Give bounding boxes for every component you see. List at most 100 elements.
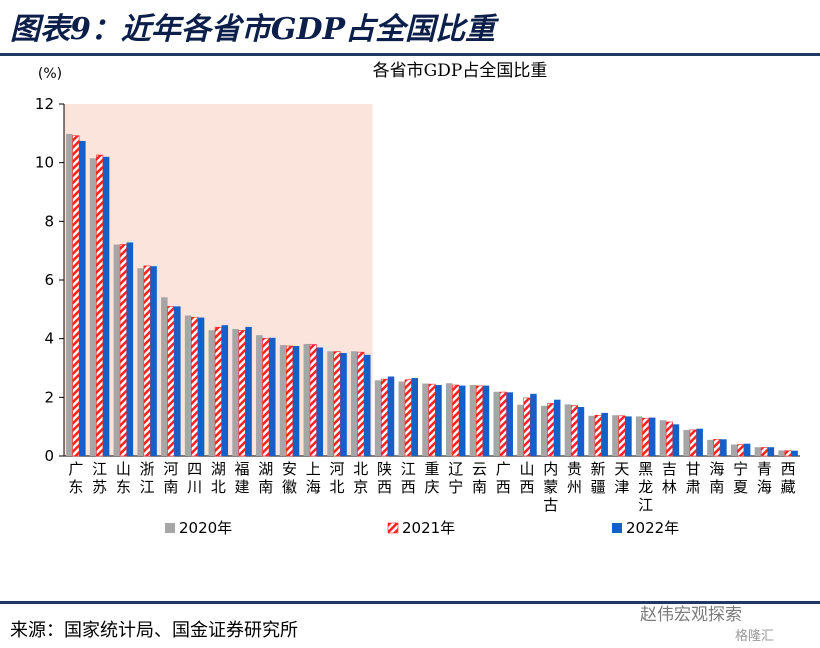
bar-2020年-江西 <box>398 381 406 456</box>
bar-2020年-浙江 <box>137 268 144 456</box>
bar-2021年-西藏 <box>784 450 792 457</box>
bar-2021年-海南 <box>713 438 721 457</box>
bar-2022年-云南 <box>482 385 490 456</box>
bar-2020年-天津 <box>612 415 619 456</box>
y-tick-label: 8 <box>44 212 54 230</box>
bar-2021年-江苏 <box>96 154 104 457</box>
x-tick-label: 宁夏 <box>733 460 748 496</box>
bar-2020年-海南 <box>707 439 714 456</box>
bar-2022年-湖北 <box>221 325 229 456</box>
bar-2020年-云南 <box>469 385 477 456</box>
bar-2020年-福建 <box>232 328 239 456</box>
bar-2021年-福建 <box>238 330 246 457</box>
bar-2021年-北京 <box>357 351 365 457</box>
bar-2021年-山西 <box>523 397 531 457</box>
bar-2022年-河南 <box>174 306 181 456</box>
x-tick-label: 青海 <box>757 460 772 496</box>
bar-2020年-山东 <box>113 244 121 456</box>
x-tick-label: 福建 <box>235 460 250 496</box>
bar-2021年-陕西 <box>380 378 389 457</box>
bar-2021年-江西 <box>404 379 412 457</box>
bar-2021年-湖北 <box>214 326 222 457</box>
bar-2020年-湖北 <box>208 330 216 456</box>
x-tick-label: 河南 <box>163 460 178 496</box>
legend-label-2020年: 2020年 <box>179 519 232 537</box>
bar-2021年-内蒙古 <box>547 403 555 457</box>
bar-2022年-海南 <box>720 439 727 456</box>
legend-swatch-2020年 <box>165 523 175 533</box>
x-tick-label: 河北 <box>330 460 345 496</box>
bar-2022年-江苏 <box>102 156 110 457</box>
bar-2021年-四川 <box>191 316 199 457</box>
bar-2022年-西藏 <box>791 450 798 456</box>
y-axis-unit: (%) <box>38 66 62 82</box>
bar-2022年-山西 <box>530 393 537 456</box>
y-tick-label: 10 <box>35 154 54 172</box>
bar-2020年-重庆 <box>422 383 429 456</box>
bar-2020年-北京 <box>351 351 358 456</box>
bar-2020年-贵州 <box>564 404 572 456</box>
bar-2020年-辽宁 <box>445 383 453 456</box>
bar-2022年-甘肃 <box>696 428 703 456</box>
bottom-divider <box>0 601 820 604</box>
bar-2021年-浙江 <box>143 265 151 457</box>
bar-2021年-山东 <box>119 244 127 457</box>
bar-2020年-西藏 <box>778 450 785 456</box>
bar-2022年-青海 <box>767 447 775 456</box>
bar-2020年-山西 <box>517 404 524 456</box>
bar-2022年-湖南 <box>269 337 276 456</box>
x-tick-label: 辽宁 <box>448 460 463 496</box>
bar-2022年-新疆 <box>601 412 608 456</box>
y-tick-label: 2 <box>44 388 54 406</box>
bar-2021年-安徽 <box>285 345 294 457</box>
bar-2020年-青海 <box>754 447 762 456</box>
x-tick-label: 内蒙古 <box>543 460 558 514</box>
bar-2021年-重庆 <box>428 383 436 457</box>
figure-title: 图表9：近年各省市GDP占全国比重 <box>10 12 496 47</box>
source-note: 来源：国家统计局、国金证券研究所 <box>10 620 298 641</box>
x-tick-label: 广西 <box>496 460 511 496</box>
y-tick-label: 6 <box>44 271 54 289</box>
bar-2020年-四川 <box>184 315 192 456</box>
x-tick-label: 海南 <box>709 460 724 496</box>
bar-2021年-河南 <box>167 306 175 457</box>
x-tick-label: 山西 <box>519 460 534 496</box>
bar-2021年-贵州 <box>570 405 579 457</box>
bar-2021年-广东 <box>72 135 80 457</box>
bar-2021年-广西 <box>499 391 507 457</box>
bar-2022年-陕西 <box>387 376 395 456</box>
x-tick-label: 贵州 <box>567 460 582 496</box>
bar-2021年-天津 <box>618 415 626 457</box>
x-tick-label: 山东 <box>116 460 131 496</box>
legend-label-2021年: 2021年 <box>402 519 455 537</box>
bar-2022年-安徽 <box>292 346 300 456</box>
x-tick-label: 江苏 <box>92 460 107 496</box>
bar-2022年-广东 <box>79 140 86 456</box>
x-tick-label: 甘肃 <box>686 460 701 496</box>
y-tick-label: 12 <box>35 95 54 113</box>
x-tick-label: 云南 <box>472 460 487 496</box>
bar-2022年-辽宁 <box>458 385 466 456</box>
bar-2022年-贵州 <box>577 407 585 456</box>
y-tick-label: 4 <box>44 330 54 348</box>
bar-2021年-新疆 <box>594 414 602 457</box>
bar-2022年-四川 <box>197 317 205 456</box>
bar-2020年-陕西 <box>374 380 382 456</box>
top-divider <box>0 53 820 56</box>
bar-2022年-吉林 <box>672 424 680 456</box>
bar-2022年-河北 <box>340 353 347 456</box>
bar-2021年-云南 <box>475 385 484 457</box>
bar-2020年-安徽 <box>279 345 287 456</box>
x-tick-label: 黑龙江 <box>638 460 653 514</box>
bar-2021年-吉林 <box>665 421 673 457</box>
x-tick-label: 吉林 <box>662 460 677 496</box>
bar-2021年-上海 <box>309 344 317 457</box>
x-tick-label: 新疆 <box>591 460 606 496</box>
bar-2020年-黑龙江 <box>635 416 643 456</box>
bar-2022年-浙江 <box>150 266 157 456</box>
bar-2020年-广西 <box>493 391 500 456</box>
bar-2022年-广西 <box>506 392 513 456</box>
bar-2021年-甘肃 <box>689 429 697 457</box>
chart-title: 各省市GDP占全国比重 <box>373 61 548 81</box>
bar-2020年-甘肃 <box>683 429 690 456</box>
